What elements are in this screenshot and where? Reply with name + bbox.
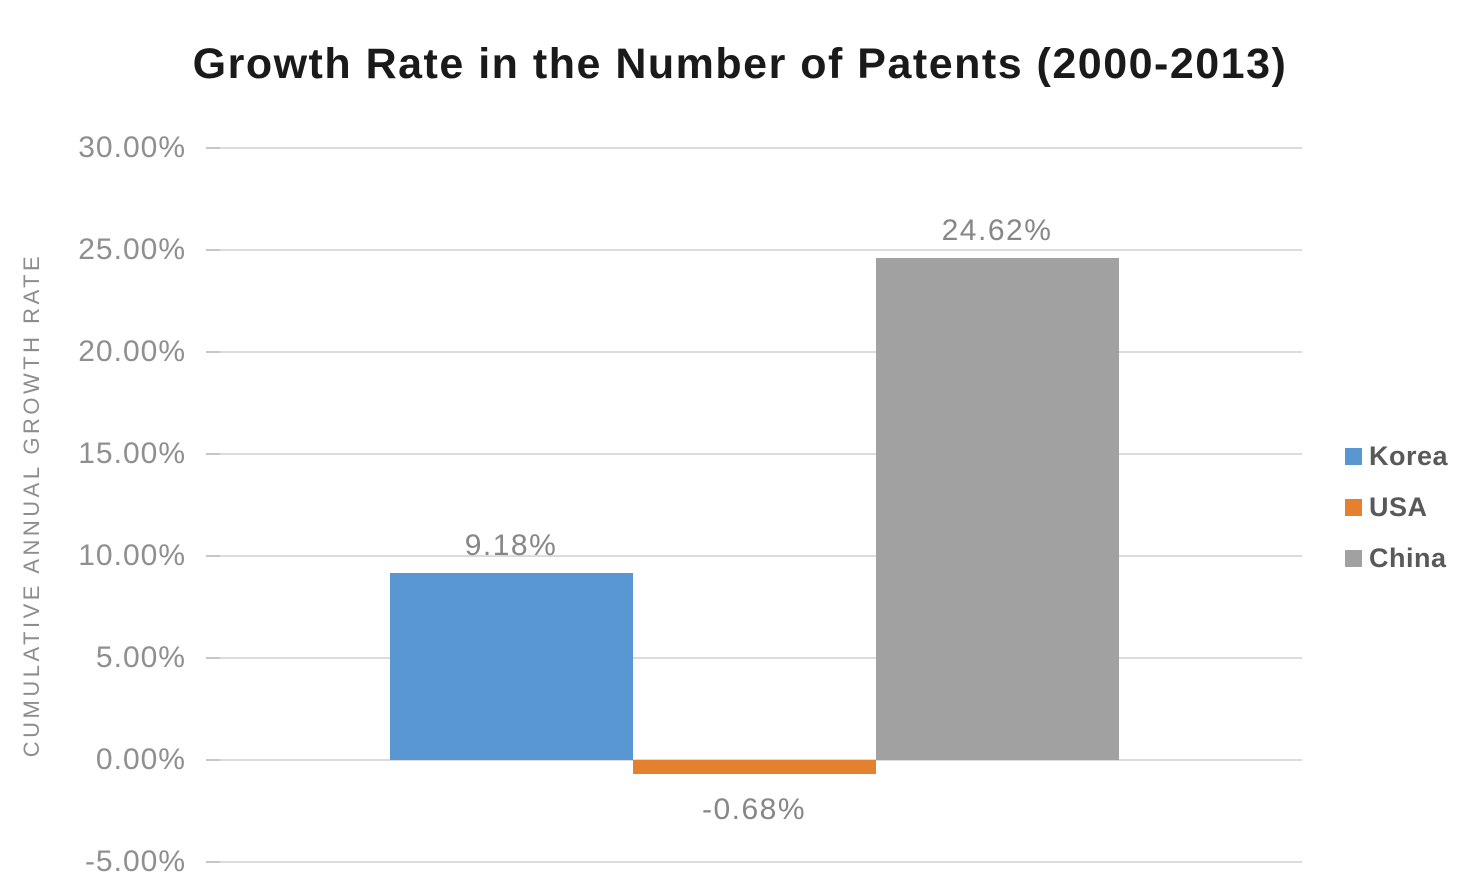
legend-swatch-icon xyxy=(1345,498,1362,516)
y-tick-label: 10.00% xyxy=(78,539,186,572)
bar-china xyxy=(875,257,1119,760)
y-tick-label: 15.00% xyxy=(78,437,186,470)
y-tick-label: -5.00% xyxy=(84,845,186,878)
y-axis-tick xyxy=(206,657,220,659)
bar-value-label-usa: -0.68% xyxy=(701,792,807,826)
chart-title: Growth Rate in the Number of Patents (20… xyxy=(192,40,1288,88)
bar-value-label-korea: 9.18% xyxy=(464,528,558,562)
gridline xyxy=(206,249,1302,251)
bar-korea xyxy=(389,572,633,760)
legend-label: USA xyxy=(1369,491,1428,522)
gridline xyxy=(206,861,1302,863)
y-axis-title-text: CUMULATIVE ANNUAL GROWTH RATE xyxy=(19,252,44,758)
gridline xyxy=(206,351,1302,353)
legend-item-china: China xyxy=(1345,542,1448,573)
y-axis-tick xyxy=(206,249,220,251)
y-axis-tick xyxy=(206,147,220,149)
y-tick-label: 25.00% xyxy=(78,233,186,266)
y-axis-tick xyxy=(206,453,220,455)
y-tick-label: 0.00% xyxy=(95,743,186,776)
legend-swatch-icon xyxy=(1345,447,1362,465)
legend-item-korea: Korea xyxy=(1345,440,1449,471)
legend: Korea USA China xyxy=(1345,440,1449,595)
gridline xyxy=(206,453,1302,455)
y-axis-tick xyxy=(206,861,220,863)
y-tick-label: 20.00% xyxy=(78,335,186,368)
plot-area xyxy=(206,147,1302,863)
legend-item-usa: USA xyxy=(1345,491,1448,522)
bar-value-label-china: 24.62% xyxy=(941,213,1053,247)
legend-swatch-icon xyxy=(1345,549,1362,567)
y-axis-tick xyxy=(206,555,220,557)
y-tick-label: 5.00% xyxy=(95,641,186,674)
y-tick-label: 30.00% xyxy=(78,131,186,164)
gridline xyxy=(206,147,1302,149)
y-axis-tick xyxy=(206,759,220,761)
bar-usa xyxy=(632,760,876,774)
gridline xyxy=(206,555,1302,557)
y-axis-tick xyxy=(206,351,220,353)
legend-label: China xyxy=(1369,542,1447,573)
legend-label: Korea xyxy=(1369,440,1449,471)
gridline xyxy=(206,657,1302,659)
